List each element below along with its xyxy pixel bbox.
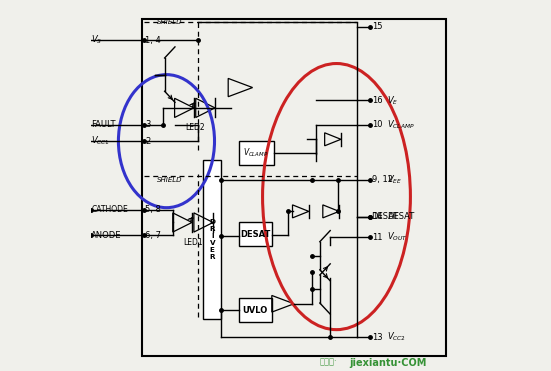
Text: $V_{CLAMP}$: $V_{CLAMP}$ [387,118,415,131]
Text: $V_{EE}$: $V_{EE}$ [387,174,402,186]
Text: SHIELD: SHIELD [158,19,183,25]
Text: 11: 11 [371,233,382,242]
Text: jiexiantu·COM: jiexiantu·COM [349,358,427,368]
Bar [239,223,272,246]
Text: 16: 16 [371,96,382,105]
Text: SHIELD: SHIELD [158,177,183,183]
Text: LED1: LED1 [183,237,203,247]
Text: UVLO: UVLO [242,306,268,315]
Text: 3: 3 [145,120,151,129]
Text: $V_{CC1}$: $V_{CC1}$ [91,135,110,147]
Bar [239,298,272,322]
Text: 14: 14 [371,213,382,221]
Text: 1, 4: 1, 4 [145,36,161,45]
Text: ANODE: ANODE [91,231,122,240]
Text: $V_{OUT}$: $V_{OUT}$ [387,231,408,243]
Bar [143,19,446,355]
Text: 2: 2 [145,137,150,146]
Text: $V_{CLAMP}$: $V_{CLAMP}$ [244,147,269,160]
Text: DESAT: DESAT [240,230,271,239]
Bar [239,141,274,165]
Text: $V_S$: $V_S$ [91,34,102,46]
Text: DESAT: DESAT [371,213,399,221]
Text: D
R
I
V
E
R: D R I V E R [209,219,215,260]
Text: 6, 7: 6, 7 [145,231,161,240]
Text: CATHODE: CATHODE [91,205,128,214]
Text: 15: 15 [371,22,382,31]
Text: 5, 8: 5, 8 [145,205,161,214]
Text: 9, 12: 9, 12 [371,175,393,184]
Text: DESAT: DESAT [387,213,414,221]
Text: $V_E$: $V_E$ [387,94,398,107]
Bar [203,160,221,319]
Text: LED2: LED2 [185,123,204,132]
Text: FAULT: FAULT [91,120,116,129]
Text: 13: 13 [371,332,382,342]
Text: $V_{CC2}$: $V_{CC2}$ [387,331,406,343]
Text: 10: 10 [371,120,382,129]
Text: 线线图·: 线线图· [320,358,337,367]
